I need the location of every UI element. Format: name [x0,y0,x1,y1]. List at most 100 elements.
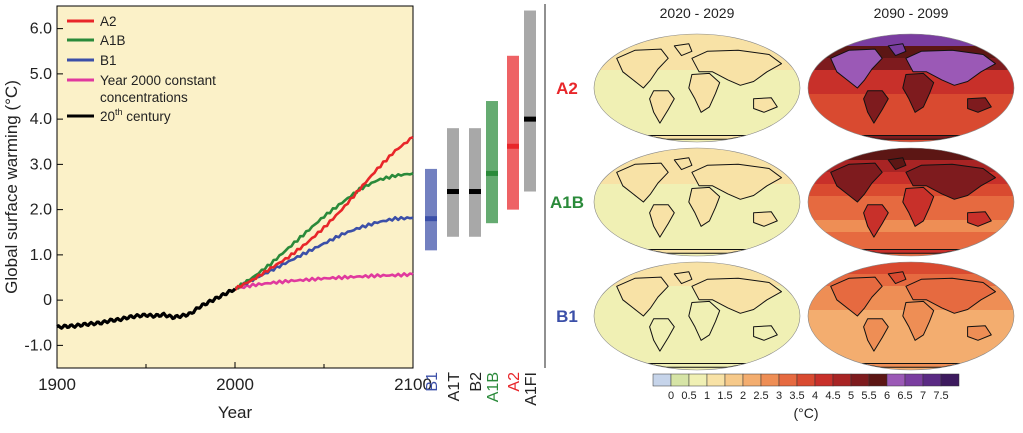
map-outline [807,33,1015,143]
map-band [594,334,800,347]
colorbar-label: 0.5 [681,390,696,402]
map-band [808,334,1014,347]
map-continent [830,162,883,203]
range-bar-a1b [486,101,498,224]
map-continent [616,162,669,203]
colorbar: 0 0.5 1 1.5 2 2.5 3 3.5 4 4.5 5 5.5 6 6.5 7 7.5 (°C) [652,373,960,421]
legend-label-cont: concentrations [100,90,188,105]
map-continent [863,90,889,124]
range-best-b2 [469,189,481,195]
colorbar-cell [724,373,744,387]
colorbar-label: 4.5 [825,390,840,402]
map-column-title: 2090 - 2099 [874,5,949,21]
y-tick-label: -1.0 [24,337,52,354]
colorbar-cell [832,373,852,387]
range-best-a1fi [524,116,536,122]
map-band [808,262,1014,275]
range-bar-a2 [507,55,519,210]
range-label-b1: B1 [424,372,441,392]
map-outline [807,147,1015,257]
map-band [808,346,1014,359]
y-tick-label: 2.0 [30,202,52,219]
map-panel [594,262,800,370]
map-continent [905,277,996,314]
map-continent [753,211,778,227]
range-label-a1fi: A1FI [523,372,540,406]
x-tick-label: 2100 [394,375,432,394]
map-continent [688,186,721,227]
range-best-a1t [447,189,459,195]
map-continent [753,97,778,113]
map-continent [902,72,935,113]
map-continent [887,157,907,171]
colorbar-unit: (°C) [793,405,818,421]
map-continent [691,277,782,314]
colorbar-label: 5.5 [861,390,876,402]
colorbar-cell [940,373,960,387]
map-row-label: A2 [556,79,578,98]
map-continent [688,72,721,113]
colorbar-label: 2.5 [753,390,768,402]
colorbar-label: 3.5 [789,390,804,402]
map-band [808,148,1014,161]
map-continent [859,135,963,140]
map-continent [830,48,883,89]
colorbar-label: 7.5 [933,390,948,402]
map-panel [808,148,1014,256]
colorbar-cell [922,373,942,387]
range-best-a2 [507,143,519,149]
map-band [594,220,800,233]
x-tick-label: 2000 [216,375,254,394]
map-continent [902,186,935,227]
map-continent [902,300,935,341]
y-axis: -1.0 0 1.0 2.0 3.0 4.0 5.0 6.0 [24,21,63,354]
colorbar-cell [868,373,888,387]
map-outline [593,33,801,143]
map-band [808,106,1014,119]
y-tick-label: 0 [43,292,52,309]
colorbar-label: 7 [920,390,926,402]
y-tick-label: 6.0 [30,21,52,38]
map-continent [905,49,996,86]
y-axis-label: Global surface warming (°C) [2,80,21,294]
colorbar-cell [688,373,708,387]
map-continent [905,163,996,200]
series-lines [56,135,414,330]
colorbar-cell [742,373,762,387]
maps-grid: 2020 - 2029 2090 - 2099 A2 A1B B1 [550,5,1015,371]
map-panel [808,262,1014,370]
map-continent [691,163,782,200]
series-line-year-2000-constant-concentrations [234,272,414,291]
range-best-a1b [486,170,498,176]
map-continent [753,325,778,341]
x-axis-label: Year [218,403,253,422]
map-continent [967,325,992,341]
map-continent [859,249,963,254]
y-tick-label: 1.0 [30,247,52,264]
map-continent [616,276,669,317]
colorbar-label: 1 [704,390,710,402]
range-label-a1t: A1T [446,372,463,402]
colorbar-cell [778,373,798,387]
colorbar-cell [706,373,726,387]
colorbar-label: 1.5 [717,390,732,402]
legend-label: Year 2000 constant [100,73,216,88]
colorbar-cell [670,373,690,387]
range-bar-a1fi [524,10,536,192]
range-bars: B1 A1T B2 A1B A2 A1FI [424,10,540,406]
map-column-title: 2020 - 2029 [660,5,735,21]
x-axis: 1900 2000 2100 [38,362,432,394]
range-label-a1b: A1B [485,372,502,402]
map-continent [645,249,749,254]
map-continent [967,211,992,227]
colorbar-cell [904,373,924,387]
map-continent [673,271,693,285]
map-continent [645,363,749,368]
map-band [808,232,1014,245]
range-label-b2: B2 [468,372,485,392]
y-tick-label: 4.0 [30,111,52,128]
map-band [808,118,1014,131]
map-band [594,346,800,359]
map-continent [859,363,963,368]
